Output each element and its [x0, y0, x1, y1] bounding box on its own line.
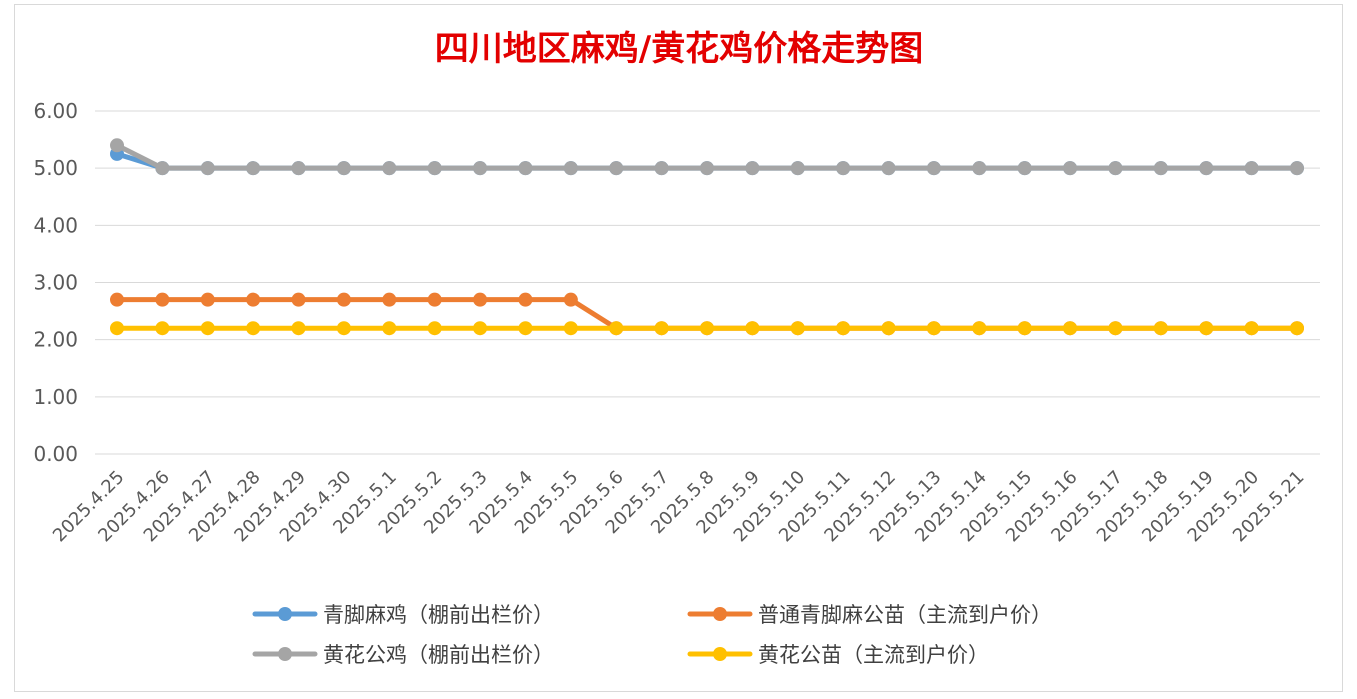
- data-point: [291, 321, 306, 336]
- data-point: [563, 292, 578, 307]
- x-axis-ticks: 2025.4.252025.4.262025.4.272025.4.282025…: [49, 467, 1309, 547]
- data-point: [200, 321, 215, 336]
- data-point: [246, 161, 261, 176]
- data-point: [654, 161, 669, 176]
- data-point: [473, 292, 488, 307]
- legend-swatch-marker: [278, 647, 292, 661]
- data-point: [790, 161, 805, 176]
- data-point: [1244, 321, 1259, 336]
- data-point: [110, 321, 124, 336]
- data-point: [155, 292, 170, 307]
- legend: 青脚麻鸡（棚前出栏价） 普通青脚麻公苗（主流到户价） 黄花公鸡（棚前出栏价） 黄花公苗…: [252, 603, 1052, 667]
- data-point: [291, 161, 306, 176]
- data-point: [1244, 161, 1259, 176]
- data-point: [155, 321, 170, 336]
- data-point: [155, 161, 170, 176]
- data-point: [427, 292, 442, 307]
- data-point: [609, 321, 624, 336]
- data-point: [1290, 161, 1304, 176]
- data-point: [836, 321, 851, 336]
- y-tick-label: 2.00: [33, 328, 78, 352]
- legend-label: 青脚麻鸡（棚前出栏价）: [323, 603, 554, 627]
- data-point: [563, 321, 578, 336]
- data-point: [291, 292, 306, 307]
- legend-swatch-marker: [713, 647, 727, 661]
- chart-area: [14, 4, 1343, 692]
- data-point: [1017, 161, 1032, 176]
- data-point: [700, 321, 714, 336]
- legend-label: 黄花公鸡（棚前出栏价）: [323, 643, 554, 667]
- y-tick-label: 1.00: [33, 385, 78, 409]
- y-tick-label: 6.00: [33, 99, 78, 123]
- data-point: [563, 161, 578, 176]
- data-point: [110, 292, 124, 307]
- legend-label: 普通青脚麻公苗（主流到户价）: [758, 603, 1052, 627]
- chart-title: 四川地区麻鸡/黄花鸡价格走势图: [435, 29, 923, 69]
- data-point: [881, 321, 896, 336]
- series-lines: [110, 138, 1304, 336]
- legend-label: 黄花公苗（主流到户价）: [758, 643, 989, 667]
- data-point: [745, 161, 760, 176]
- data-point: [1153, 321, 1168, 336]
- data-point: [1199, 161, 1214, 176]
- data-point: [836, 161, 851, 176]
- data-point: [926, 161, 941, 176]
- series-3: [110, 321, 1304, 336]
- data-point: [1199, 321, 1214, 336]
- data-point: [1063, 161, 1078, 176]
- data-point: [881, 161, 896, 176]
- data-point: [700, 161, 714, 176]
- y-tick-label: 4.00: [33, 213, 78, 237]
- y-axis-ticks: 0.00 1.00 2.00 3.00 4.00 5.00 6.00: [33, 99, 78, 466]
- data-point: [473, 161, 488, 176]
- data-point: [427, 321, 442, 336]
- data-point: [1063, 321, 1078, 336]
- data-point: [972, 321, 987, 336]
- data-point: [382, 292, 397, 307]
- data-point: [926, 321, 941, 336]
- legend-item-2: 黄花公鸡（棚前出栏价）: [252, 643, 554, 667]
- legend-item-0: 青脚麻鸡（棚前出栏价）: [252, 603, 554, 627]
- data-point: [790, 321, 805, 336]
- data-point: [1017, 321, 1032, 336]
- data-point: [473, 321, 488, 336]
- data-point: [336, 161, 351, 176]
- data-point: [336, 292, 351, 307]
- data-point: [609, 161, 624, 176]
- data-point: [518, 161, 533, 176]
- legend-swatch-marker: [278, 607, 292, 621]
- series-2: [110, 138, 1304, 176]
- y-tick-label: 3.00: [33, 271, 78, 295]
- data-point: [518, 292, 533, 307]
- data-point: [745, 321, 760, 336]
- data-point: [382, 321, 397, 336]
- data-point: [200, 292, 215, 307]
- data-point: [1290, 321, 1304, 336]
- data-point: [200, 161, 215, 176]
- data-point: [110, 138, 124, 153]
- data-point: [1108, 161, 1123, 176]
- data-point: [427, 161, 442, 176]
- legend-item-3: 黄花公苗（主流到户价）: [687, 643, 989, 667]
- data-point: [382, 161, 397, 176]
- legend-swatch-marker: [713, 607, 727, 621]
- data-point: [336, 321, 351, 336]
- data-point: [518, 321, 533, 336]
- data-point: [1108, 321, 1123, 336]
- data-point: [246, 292, 261, 307]
- y-tick-label: 5.00: [33, 156, 78, 180]
- data-point: [654, 321, 669, 336]
- y-tick-label: 0.00: [33, 442, 78, 466]
- data-point: [1153, 161, 1168, 176]
- legend-item-1: 普通青脚麻公苗（主流到户价）: [687, 603, 1052, 627]
- data-point: [246, 321, 261, 336]
- data-point: [972, 161, 987, 176]
